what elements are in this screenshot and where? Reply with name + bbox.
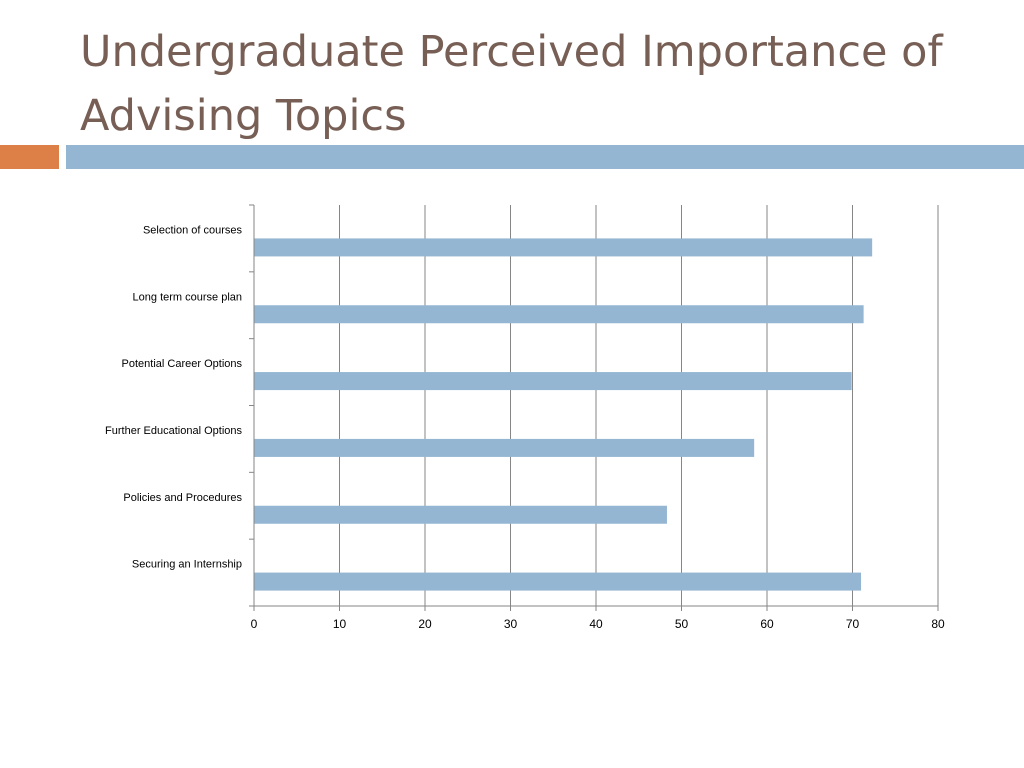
bar-0 (254, 238, 873, 257)
category-label-3: Further Educational Options (105, 425, 242, 437)
bars (254, 238, 873, 591)
x-tick-label-5: 50 (675, 617, 689, 631)
x-tick-labels: 0 10 20 30 40 50 60 70 80 (251, 617, 945, 631)
category-label-4: Policies and Procedures (123, 492, 242, 504)
x-tick-label-1: 10 (333, 617, 347, 631)
category-label-5: Securing an Internship (132, 559, 242, 571)
bar-5 (254, 572, 862, 591)
bar-3 (254, 438, 755, 457)
slide-title: Undergraduate Perceived Importance of Ad… (80, 27, 943, 141)
x-tick-label-2: 20 (418, 617, 432, 631)
bar-4 (254, 505, 667, 524)
category-label-1: Long term course plan (133, 291, 242, 303)
accent-bar-blue (66, 145, 1024, 169)
axes (249, 204, 939, 611)
category-label-2: Potential Career Options (122, 358, 243, 370)
x-tick-label-0: 0 (251, 617, 258, 631)
x-tick-label-8: 80 (931, 617, 945, 631)
accent-bar-orange (0, 145, 59, 169)
x-tick-label-3: 30 (504, 617, 518, 631)
category-label-0: Selection of courses (143, 224, 243, 236)
category-labels: Selection of courses Long term course pla… (105, 224, 242, 570)
gridlines (339, 205, 939, 606)
x-tick-label-6: 60 (760, 617, 774, 631)
x-tick-label-4: 40 (589, 617, 603, 631)
x-tick-label-7: 70 (846, 617, 860, 631)
bar-1 (254, 305, 864, 324)
bar-2 (254, 372, 852, 391)
